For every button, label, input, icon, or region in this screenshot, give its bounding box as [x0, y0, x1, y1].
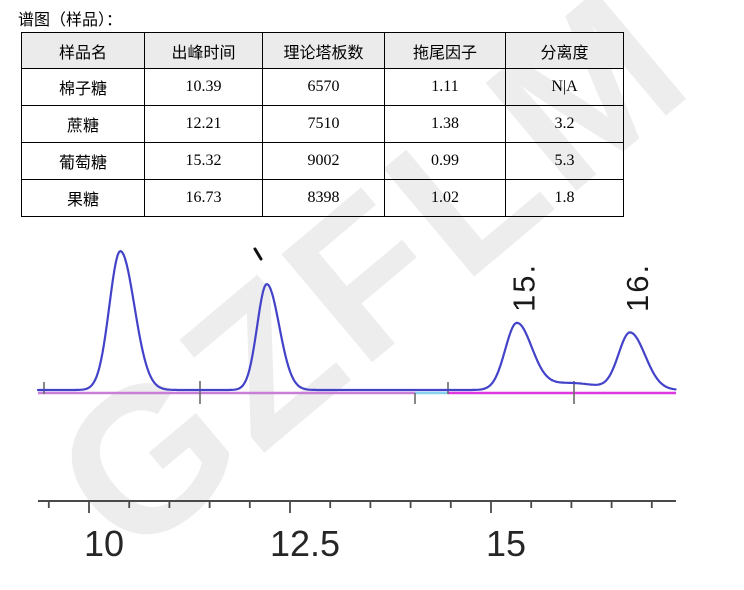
- x-axis-tick-label: 12.5: [270, 523, 340, 564]
- clipped-peak-label-mark: [253, 247, 263, 261]
- table-cell: 1.11: [384, 68, 506, 106]
- table-cell: 10.39: [144, 68, 263, 106]
- header-cell: 分离度: [505, 32, 624, 69]
- table-cell: 8398: [262, 179, 385, 217]
- table-row: 果糖 16.73 8398 1.02 1.8: [21, 179, 624, 217]
- table-cell: 15.32: [144, 142, 263, 180]
- sample-results-table: 样品名 出峰时间 理论塔板数 拖尾因子 分离度 棉子糖 10.39 6570 1.11 N|A 蔗…: [21, 32, 624, 217]
- table-row: 棉子糖 10.39 6570 1.11 N|A: [21, 68, 624, 106]
- signal-trace: [36, 249, 677, 392]
- peak-retention-label: 16.: [620, 263, 655, 312]
- table-cell: 1.38: [384, 105, 506, 143]
- table-cell: N|A: [505, 68, 624, 106]
- table-cell: 1.8: [505, 179, 624, 217]
- x-axis-tick-label: 10: [84, 523, 124, 564]
- table-cell: 5.3: [505, 142, 624, 180]
- header-cell: 样品名: [21, 32, 145, 69]
- table-cell: 12.21: [144, 105, 263, 143]
- table-body: 棉子糖 10.39 6570 1.11 N|A 蔗糖 12.21 7510 1.38 3.2 葡萄糖…: [21, 68, 624, 217]
- page-title: 谱图（样品）：: [18, 12, 123, 29]
- header-cell: 拖尾因子: [384, 32, 506, 69]
- table-row: 葡萄糖 15.32 9002 0.99 5.3: [21, 142, 624, 180]
- table-cell: 3.2: [505, 105, 624, 143]
- header-cell: 出峰时间: [144, 32, 263, 69]
- table-cell: 16.73: [144, 179, 263, 217]
- table-cell: 6570: [262, 68, 385, 106]
- table-cell: 蔗糖: [21, 105, 145, 143]
- table-cell: 棉子糖: [21, 68, 145, 106]
- header-cell: 理论塔板数: [262, 32, 385, 69]
- table-cell: 9002: [262, 142, 385, 180]
- table-header: 样品名 出峰时间 理论塔板数 拖尾因子 分离度: [21, 32, 624, 69]
- table-row: 蔗糖 12.21 7510 1.38 3.2: [21, 105, 624, 143]
- peak-retention-label: 15.: [507, 263, 542, 312]
- table-cell: 1.02: [384, 179, 506, 217]
- table-header-row: 样品名 出峰时间 理论塔板数 拖尾因子 分离度: [21, 32, 624, 69]
- x-axis-tick-label: 15: [486, 523, 526, 564]
- table-cell: 葡萄糖: [21, 142, 145, 180]
- table-cell: 0.99: [384, 142, 506, 180]
- table-cell: 果糖: [21, 179, 145, 217]
- table-cell: 7510: [262, 105, 385, 143]
